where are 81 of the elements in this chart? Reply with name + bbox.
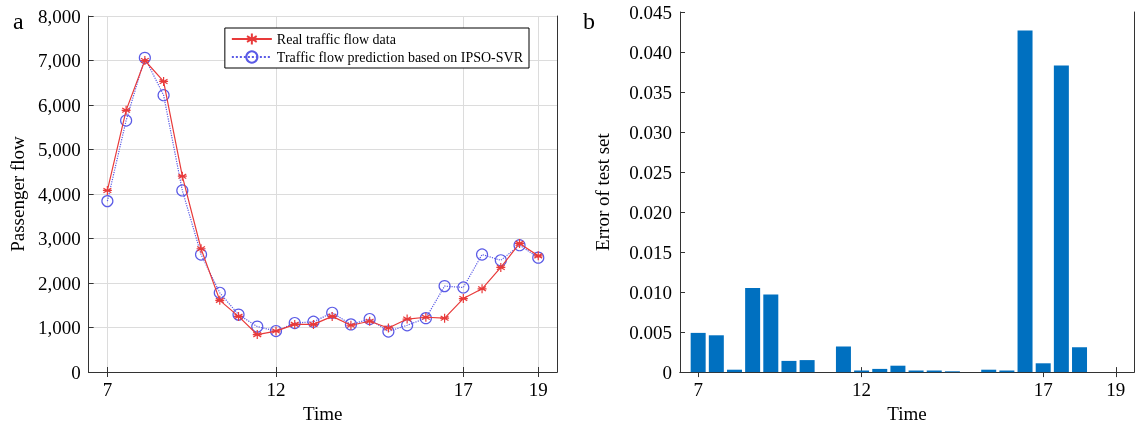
bar — [835, 346, 851, 373]
bar — [690, 332, 706, 373]
point — [177, 171, 188, 182]
y-tick-label: 0.045 — [629, 1, 672, 23]
bar — [890, 365, 906, 373]
point — [457, 281, 470, 294]
point — [382, 325, 395, 338]
x-tick-label: 7 — [102, 379, 113, 400]
y-tick-label: 2,000 — [37, 272, 81, 294]
point — [194, 248, 208, 261]
x-axis-title: Time — [303, 402, 343, 424]
legend-label: Real traffic flow data — [276, 31, 397, 47]
x-tick-label: 7 — [693, 379, 703, 401]
y-tick-label: 0.020 — [629, 201, 672, 223]
point — [326, 306, 339, 319]
point — [327, 311, 338, 322]
bar — [781, 360, 797, 373]
y-tick-label: 6,000 — [37, 94, 81, 116]
point — [102, 185, 113, 196]
y-axis-title: Passenger flow — [7, 135, 28, 252]
point — [476, 283, 488, 294]
point — [363, 312, 376, 326]
y-tick-label: 0.030 — [629, 121, 672, 143]
x-tick-label: 17 — [1033, 379, 1053, 401]
bar — [763, 294, 779, 373]
chart-title: b — [583, 8, 595, 34]
y-tick-label: 0.040 — [629, 41, 672, 63]
point — [139, 55, 150, 66]
point — [252, 329, 263, 340]
y-tick-label: 7,000 — [37, 50, 81, 71]
point — [214, 295, 225, 306]
point — [101, 195, 114, 208]
x-tick-label: 17 — [453, 379, 473, 400]
x-axis-title: Time — [887, 403, 927, 424]
point — [475, 248, 489, 261]
y-tick-label: 1,000 — [37, 317, 81, 338]
point — [138, 51, 151, 64]
point — [251, 320, 264, 333]
point — [383, 322, 394, 334]
bar — [708, 335, 724, 373]
bar — [745, 288, 761, 373]
y-tick-label: 0 — [71, 361, 81, 383]
y-tick-label: 0.035 — [629, 81, 672, 103]
bar — [1072, 347, 1088, 373]
y-axis-title: Error of test set — [592, 132, 613, 251]
point — [307, 315, 320, 328]
point — [195, 243, 207, 254]
point — [495, 262, 506, 273]
y-tick-label: 8,000 — [37, 5, 81, 27]
y-tick-label: 0.005 — [629, 321, 672, 343]
bar — [1017, 30, 1033, 373]
point — [308, 319, 319, 330]
y-tick-label: 0.025 — [629, 161, 672, 183]
point — [158, 76, 169, 87]
x-tick-label: 19 — [1106, 379, 1126, 401]
bar — [872, 368, 888, 373]
point — [458, 293, 469, 304]
point — [402, 313, 413, 325]
y-tick-label: 0.010 — [629, 281, 672, 303]
legend-label: Traffic flow prediction based on IPSO-SVR — [276, 49, 524, 65]
point — [157, 89, 170, 102]
point — [439, 313, 450, 324]
y-tick-label: 0 — [662, 361, 672, 383]
x-tick-label: 12 — [852, 379, 872, 401]
point — [494, 254, 507, 267]
point — [120, 114, 133, 127]
bar — [1053, 65, 1069, 373]
x-tick-label: 19 — [528, 379, 548, 400]
chart-title: a — [13, 8, 24, 34]
point — [438, 280, 451, 293]
bar — [799, 360, 815, 373]
y-tick-label: 0.015 — [629, 241, 672, 263]
y-tick-label: 3,000 — [37, 228, 81, 249]
x-tick-label: 12 — [266, 379, 286, 400]
point — [176, 184, 189, 197]
point — [364, 316, 375, 327]
point — [121, 105, 132, 116]
y-tick-label: 4,000 — [37, 183, 81, 205]
point — [213, 286, 226, 299]
bar — [1035, 363, 1051, 373]
y-tick-label: 5,000 — [37, 139, 81, 160]
